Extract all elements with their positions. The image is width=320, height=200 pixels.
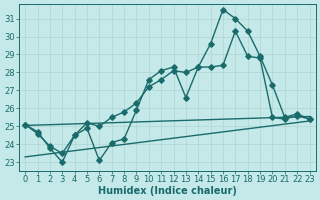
X-axis label: Humidex (Indice chaleur): Humidex (Indice chaleur) [98,186,237,196]
